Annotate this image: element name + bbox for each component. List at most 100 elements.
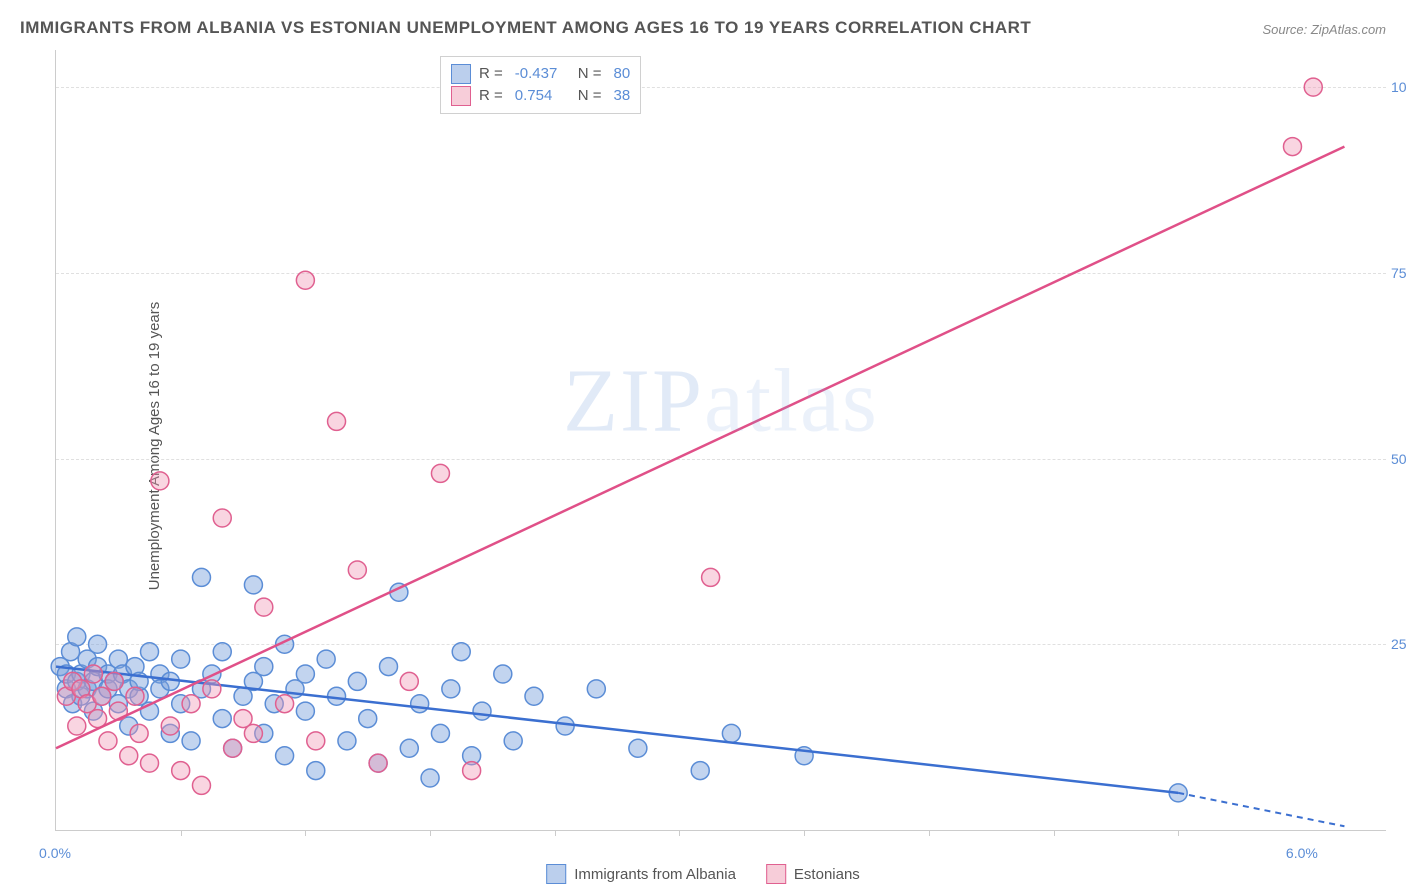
r-value: 0.754 [515, 85, 570, 107]
data-point [255, 598, 273, 616]
legend-label: Estonians [794, 866, 860, 883]
data-point [99, 732, 117, 750]
data-point [68, 628, 86, 646]
data-point [141, 643, 159, 661]
data-point [556, 717, 574, 735]
data-point [348, 672, 366, 690]
data-point [629, 739, 647, 757]
swatch-blue [546, 864, 566, 884]
data-point [296, 702, 314, 720]
legend-item-estonians: Estonians [766, 864, 860, 884]
data-point [691, 762, 709, 780]
data-point [369, 754, 387, 772]
data-point [192, 568, 210, 586]
xtick [1054, 830, 1055, 836]
legend-correlation-box: R = -0.437 N = 80R = 0.754 N = 38 [440, 56, 641, 114]
xtick [929, 830, 930, 836]
xtick [679, 830, 680, 836]
chart-svg [56, 50, 1386, 830]
data-point [203, 680, 221, 698]
data-point [307, 762, 325, 780]
data-point [296, 271, 314, 289]
data-point [276, 747, 294, 765]
data-point [411, 695, 429, 713]
trend-line-extrapolated [1178, 793, 1344, 826]
xtick [181, 830, 182, 836]
data-point [126, 687, 144, 705]
data-point [182, 695, 200, 713]
data-point [68, 717, 86, 735]
xtick [555, 830, 556, 836]
data-point [587, 680, 605, 698]
data-point [151, 472, 169, 490]
source-attribution: Source: ZipAtlas.com [1262, 22, 1386, 37]
data-point [504, 732, 522, 750]
swatch-blue [451, 64, 471, 84]
data-point [213, 643, 231, 661]
data-point [141, 754, 159, 772]
data-point [224, 739, 242, 757]
data-point [431, 724, 449, 742]
swatch-pink [451, 86, 471, 106]
data-point [400, 739, 418, 757]
legend-label: Immigrants from Albania [574, 866, 736, 883]
trend-line [56, 667, 1178, 793]
data-point [244, 576, 262, 594]
ytick-label: 50.0% [1391, 451, 1406, 467]
r-label: R = [479, 85, 503, 107]
data-point [442, 680, 460, 698]
n-value: 38 [614, 85, 631, 107]
data-point [213, 710, 231, 728]
trend-line [56, 147, 1344, 749]
legend-correlation-row: R =0.754N =38 [451, 85, 630, 107]
xtick [430, 830, 431, 836]
xtick [804, 830, 805, 836]
xtick-label: 6.0% [1286, 845, 1318, 861]
legend-correlation-row: R = -0.437 N = 80 [451, 63, 630, 85]
data-point [276, 695, 294, 713]
xtick [1178, 830, 1179, 836]
data-point [172, 650, 190, 668]
data-point [1304, 78, 1322, 96]
n-label: N = [578, 63, 602, 85]
r-label: R = [479, 63, 503, 85]
data-point [105, 672, 123, 690]
plot-area: 25.0%50.0%75.0%100.0% ZIPatlas [55, 50, 1386, 831]
n-value: 80 [614, 63, 631, 85]
data-point [348, 561, 366, 579]
data-point [421, 769, 439, 787]
data-point [1283, 138, 1301, 156]
data-point [296, 665, 314, 683]
data-point [702, 568, 720, 586]
data-point [89, 635, 107, 653]
data-point [431, 464, 449, 482]
data-point [192, 776, 210, 794]
data-point [84, 665, 102, 683]
data-point [452, 643, 470, 661]
ytick-label: 75.0% [1391, 265, 1406, 281]
data-point [494, 665, 512, 683]
r-value: -0.437 [515, 63, 570, 85]
data-point [722, 724, 740, 742]
xtick-label: 0.0% [39, 845, 71, 861]
data-point [213, 509, 231, 527]
chart-title: IMMIGRANTS FROM ALBANIA VS ESTONIAN UNEM… [20, 18, 1031, 38]
legend-bottom: Immigrants from Albania Estonians [546, 864, 860, 884]
data-point [317, 650, 335, 668]
data-point [244, 724, 262, 742]
data-point [255, 658, 273, 676]
legend-item-albania: Immigrants from Albania [546, 864, 736, 884]
data-point [307, 732, 325, 750]
swatch-pink [766, 864, 786, 884]
data-point [130, 724, 148, 742]
data-point [473, 702, 491, 720]
data-point [328, 412, 346, 430]
data-point [120, 747, 138, 765]
xtick [305, 830, 306, 836]
data-point [161, 717, 179, 735]
data-point [93, 687, 111, 705]
ytick-label: 100.0% [1391, 79, 1406, 95]
ytick-label: 25.0% [1391, 636, 1406, 652]
data-point [172, 762, 190, 780]
data-point [338, 732, 356, 750]
